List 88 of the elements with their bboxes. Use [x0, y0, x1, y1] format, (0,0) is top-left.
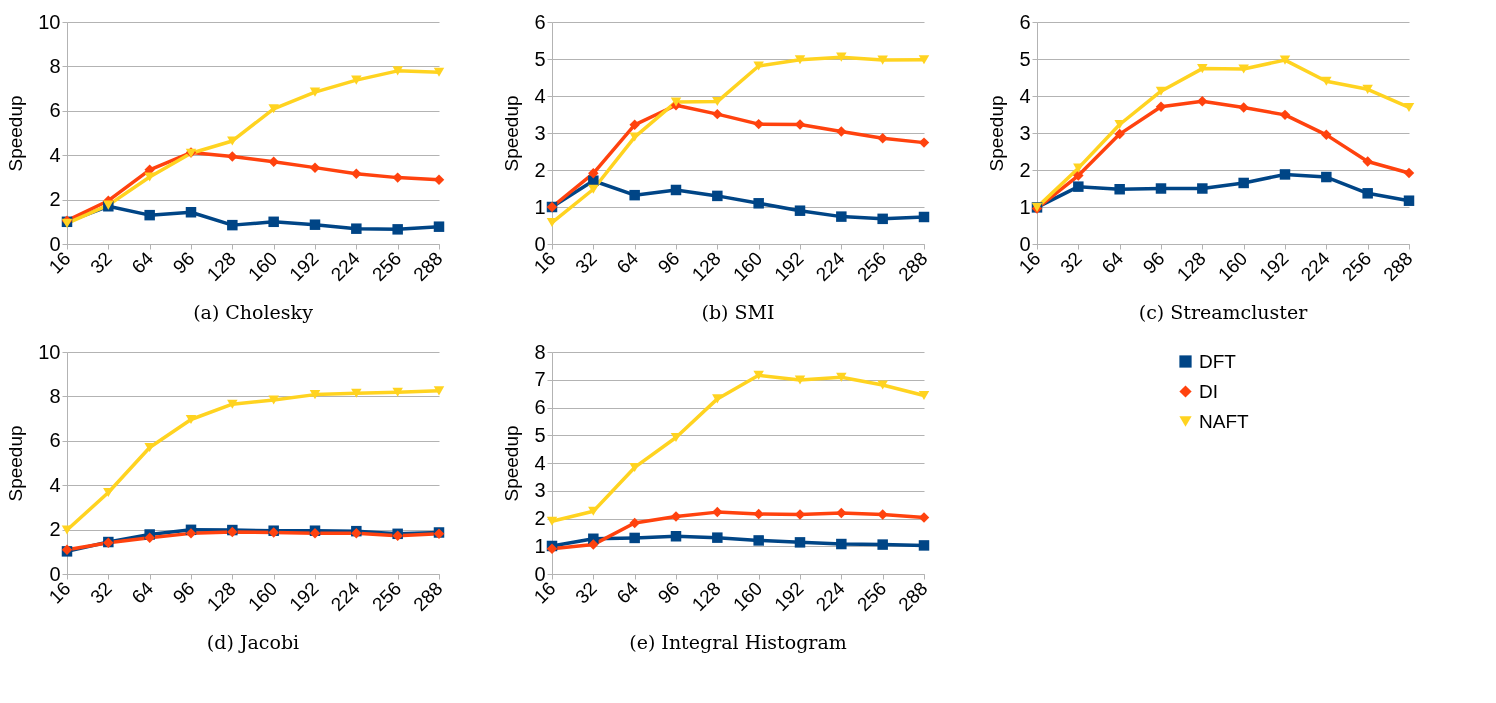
x-tick-label: 96 — [653, 247, 684, 278]
y-tick-label: 2 — [1019, 158, 1031, 181]
x-tick-label: 32 — [571, 577, 601, 608]
y-tick-label: 6 — [1019, 10, 1031, 33]
y-axis-title: Speedup — [986, 95, 1008, 172]
x-tick-label: 32 — [571, 247, 601, 278]
y-tick-label: 4 — [49, 143, 61, 166]
x-tick-label: 128 — [202, 247, 240, 285]
x-tick-label: 256 — [852, 577, 891, 615]
x-tick-label: 64 — [127, 247, 158, 278]
x-tick-label: 128 — [687, 247, 725, 285]
x-tick-label: 128 — [687, 577, 725, 615]
y-axis-title: Speedup — [5, 425, 27, 502]
y-tick-label: 2 — [49, 188, 61, 211]
y-tick-label: 10 — [38, 10, 61, 33]
x-tick-label: 192 — [770, 247, 808, 285]
y-axis-title: Speedup — [501, 95, 523, 172]
y-tick-label: 1 — [1019, 195, 1031, 218]
x-tick-label: 224 — [811, 247, 850, 285]
y-tick-label: 8 — [49, 384, 61, 407]
y-axis-title: Speedup — [5, 95, 27, 172]
x-tick-label: 288 — [409, 577, 447, 615]
legend-label: DI — [1199, 380, 1218, 402]
y-tick-label: 2 — [49, 518, 61, 541]
x-tick-label: 64 — [612, 247, 643, 278]
x-tick-label: 192 — [1255, 247, 1293, 285]
y-tick-label: 4 — [49, 473, 61, 496]
y-tick-label: 4 — [534, 84, 546, 107]
legend-label: NAFT — [1199, 410, 1249, 432]
x-tick-label: 288 — [894, 577, 932, 615]
y-tick-label: 4 — [1019, 84, 1031, 107]
y-tick-label: 10 — [38, 340, 61, 363]
x-tick-label: 96 — [168, 577, 199, 608]
x-tick-label: 96 — [1138, 247, 1169, 278]
y-tick-label: 5 — [1019, 47, 1031, 70]
y-tick-label: 4 — [534, 451, 546, 474]
y-tick-label: 6 — [49, 99, 61, 122]
x-tick-label: 288 — [409, 247, 447, 285]
x-tick-label: 96 — [653, 577, 684, 608]
y-tick-label: 1 — [534, 195, 546, 218]
x-tick-label: 224 — [1296, 247, 1335, 285]
x-tick-label: 224 — [326, 577, 365, 615]
y-tick-label: 2 — [534, 158, 546, 181]
y-tick-label: 6 — [534, 10, 546, 33]
x-tick-label: 160 — [728, 247, 767, 285]
x-tick-label: 160 — [1213, 247, 1252, 285]
x-tick-label: 256 — [852, 247, 891, 285]
x-tick-label: 128 — [202, 577, 240, 615]
text: (c) Streamcluster — [1138, 301, 1309, 324]
x-tick-label: 160 — [243, 247, 282, 285]
text: (b) SMI — [701, 301, 775, 324]
y-tick-label: 6 — [534, 396, 546, 418]
x-tick-label: 32 — [86, 247, 116, 278]
x-tick-label: 32 — [86, 577, 116, 608]
y-tick-label: 8 — [534, 340, 546, 363]
text: (e) Integral Histogram — [629, 631, 847, 654]
x-tick-label: 128 — [1172, 247, 1210, 285]
y-tick-label: 5 — [534, 423, 546, 446]
x-tick-label: 160 — [243, 577, 282, 615]
x-tick-label: 224 — [811, 577, 850, 615]
text: (d) Jacobi — [206, 631, 300, 654]
x-tick-label: 192 — [285, 577, 323, 615]
y-tick-label: 1 — [534, 534, 546, 557]
y-tick-label: 3 — [534, 479, 546, 502]
y-tick-label: 3 — [1019, 121, 1031, 144]
y-tick-label: 8 — [49, 54, 61, 77]
x-tick-label: 160 — [728, 577, 767, 615]
x-tick-label: 288 — [894, 247, 932, 285]
y-tick-label: 6 — [49, 429, 61, 452]
x-tick-label: 32 — [1056, 247, 1086, 278]
y-axis-title: Speedup — [501, 425, 523, 502]
y-tick-label: 3 — [534, 121, 546, 144]
x-tick-label: 64 — [127, 577, 158, 608]
x-tick-label: 64 — [1097, 247, 1128, 278]
x-tick-label: 224 — [326, 247, 365, 285]
x-tick-label: 288 — [1379, 247, 1417, 285]
legend-label: DFT — [1199, 350, 1237, 372]
x-tick-label: 256 — [1337, 247, 1376, 285]
y-tick-label: 7 — [534, 368, 546, 391]
y-tick-label: 5 — [534, 47, 546, 70]
text: (a) Cholesky — [193, 301, 314, 324]
x-tick-label: 192 — [770, 577, 808, 615]
x-tick-label: 64 — [612, 577, 643, 608]
x-tick-label: 96 — [168, 247, 199, 278]
x-tick-label: 256 — [367, 577, 406, 615]
x-tick-label: 192 — [285, 247, 323, 285]
x-tick-label: 256 — [367, 247, 406, 285]
y-tick-label: 2 — [534, 507, 546, 529]
